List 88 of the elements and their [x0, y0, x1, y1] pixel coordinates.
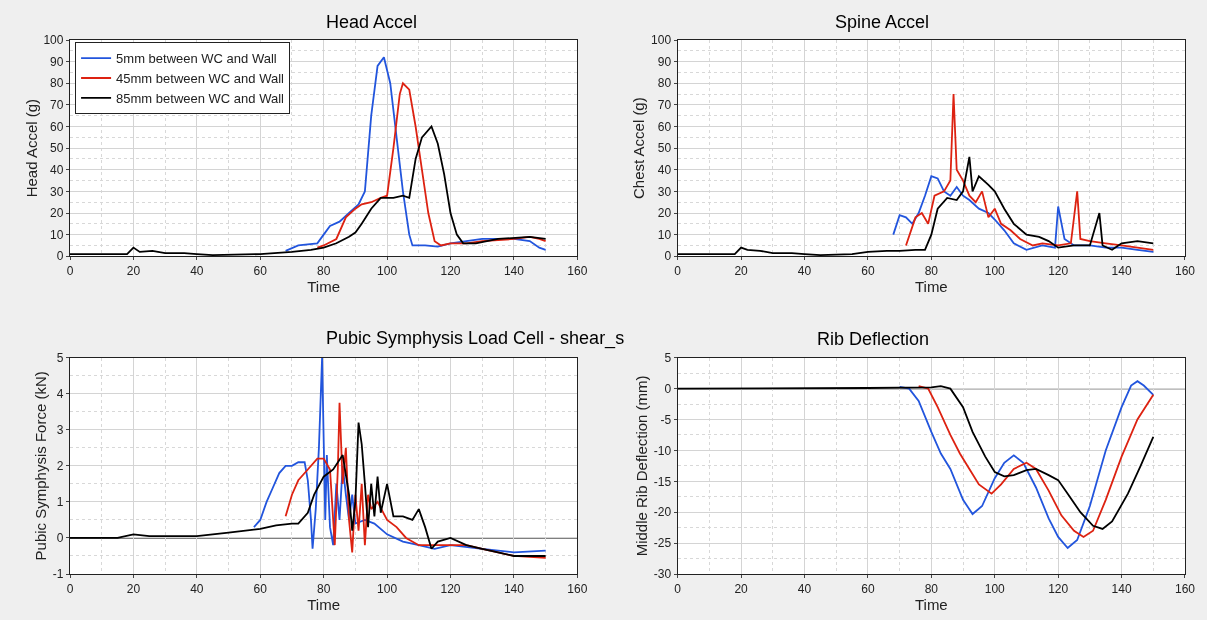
y-tick-label: 90 — [50, 54, 64, 69]
x-axis-title: Time — [307, 595, 341, 613]
y-tick-label: -30 — [653, 567, 672, 582]
y-tick-label: -1 — [52, 567, 64, 582]
y-tick-label: 50 — [50, 141, 64, 156]
x-tick-label: 140 — [1111, 581, 1132, 596]
x-tick-label: 20 — [126, 263, 141, 278]
x-tick-label: 80 — [316, 581, 331, 596]
x-axis-title: Time — [307, 277, 341, 295]
x-tick-label: 60 — [253, 263, 268, 278]
y-tick-label: -5 — [660, 412, 672, 427]
y-tick-label: -15 — [653, 474, 672, 489]
y-tick-label: 0 — [664, 249, 672, 264]
x-tick-label: 100 — [377, 263, 398, 278]
x-tick-label: 160 — [1174, 581, 1196, 596]
y-tick-label: 80 — [50, 76, 64, 91]
y-tick-label: -10 — [653, 443, 672, 458]
x-axis-title: Time — [914, 277, 948, 295]
y-tick-label: 0 — [56, 249, 64, 264]
y-tick-label: 1 — [56, 495, 64, 510]
y-tick-label: 3 — [56, 423, 64, 438]
legend-label: 5mm between WC and Wall — [116, 51, 277, 67]
x-tick-label: 140 — [503, 263, 525, 278]
y-tick-label: 40 — [50, 162, 64, 177]
chart-title: Spine Accel — [835, 12, 930, 32]
x-tick-label: 20 — [734, 263, 749, 278]
y-tick-label: 20 — [50, 206, 64, 221]
x-tick-label: 120 — [440, 263, 461, 278]
x-tick-label: 120 — [1048, 581, 1069, 596]
y-tick-label: 70 — [50, 98, 64, 113]
y-tick-label: 5 — [56, 350, 64, 365]
x-axis-title: Time — [914, 595, 948, 613]
x-tick-label: 160 — [567, 263, 588, 278]
y-tick-label: 50 — [657, 141, 672, 156]
x-tick-label: 20 — [734, 581, 749, 596]
x-tick-label: 0 — [674, 263, 682, 278]
y-tick-label: 60 — [657, 119, 672, 134]
y-axis-title: Middle Rib Deflection (mm) — [633, 375, 651, 557]
y-tick-label: 10 — [50, 227, 64, 242]
x-tick-label: 60 — [861, 581, 875, 596]
x-tick-label: 160 — [1174, 263, 1196, 278]
x-tick-label: 100 — [984, 581, 1006, 596]
x-tick-label: 100 — [984, 263, 1006, 278]
y-axis-title: Pubic Symphysis Force (kN) — [32, 371, 50, 561]
y-tick-label: 100 — [43, 33, 64, 48]
y-axis-title: Head Accel (g) — [22, 98, 40, 198]
chart-title: Rib Deflection — [817, 329, 930, 349]
x-tick-label: 100 — [377, 581, 398, 596]
y-tick-label: 2 — [56, 459, 64, 474]
y-tick-label: 90 — [657, 54, 672, 69]
x-tick-label: 0 — [66, 263, 74, 278]
x-tick-label: 0 — [66, 581, 74, 596]
y-tick-label: 4 — [56, 386, 64, 401]
chart-title: Pubic Symphysis Load Cell - shear_s — [326, 328, 625, 349]
x-tick-label: 80 — [924, 263, 939, 278]
legend-label: 45mm between WC and Wall — [116, 71, 285, 87]
y-tick-label: 80 — [657, 76, 672, 91]
x-tick-label: 0 — [674, 581, 682, 596]
y-tick-label: 30 — [657, 184, 672, 199]
chart-title: Head Accel — [326, 12, 418, 32]
y-tick-label: -20 — [653, 505, 672, 520]
x-tick-label: 60 — [253, 581, 268, 596]
x-tick-label: 120 — [1048, 263, 1069, 278]
y-tick-label: 60 — [50, 119, 64, 134]
x-tick-label: 140 — [1111, 263, 1132, 278]
x-tick-label: 40 — [797, 263, 812, 278]
x-tick-label: 40 — [797, 581, 812, 596]
y-tick-label: 40 — [657, 162, 672, 177]
y-tick-label: 0 — [56, 531, 64, 546]
x-tick-label: 60 — [861, 263, 875, 278]
y-tick-label: 5 — [664, 350, 672, 365]
y-tick-label: 30 — [50, 184, 64, 199]
y-axis-title: Chest Accel (g) — [630, 97, 648, 199]
x-tick-label: 160 — [567, 581, 588, 596]
legend-label: 85mm between WC and Wall — [116, 90, 285, 106]
x-tick-label: 120 — [440, 581, 461, 596]
x-tick-label: 80 — [924, 581, 939, 596]
x-tick-label: 80 — [316, 263, 331, 278]
y-tick-label: 100 — [651, 33, 672, 48]
x-tick-label: 20 — [126, 581, 141, 596]
y-tick-label: 10 — [657, 227, 672, 242]
x-tick-label: 140 — [503, 581, 525, 596]
y-tick-label: 20 — [657, 206, 672, 221]
x-tick-label: 40 — [190, 263, 204, 278]
y-tick-label: 70 — [657, 98, 672, 113]
y-tick-label: -25 — [653, 536, 672, 551]
y-tick-label: 0 — [664, 381, 672, 396]
x-tick-label: 40 — [190, 581, 204, 596]
